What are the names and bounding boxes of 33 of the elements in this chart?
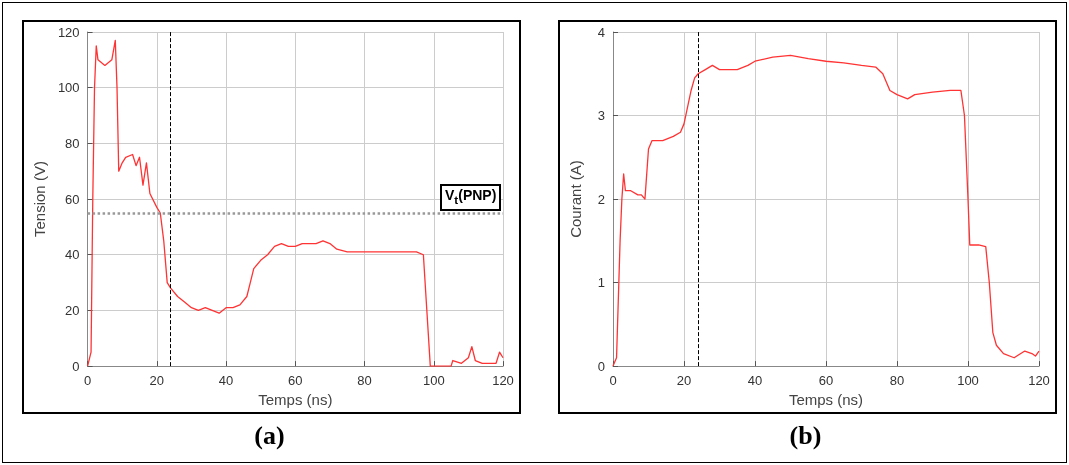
text: (b) [788, 421, 823, 451]
y-axis-title: Courant (A) [567, 160, 584, 238]
y-tick-label: 0 [597, 358, 605, 374]
y-tick-label: 4 [597, 24, 605, 40]
x-tick-label: 20 [149, 373, 165, 389]
y-tick-label: 120 [57, 24, 80, 40]
y-tick-label: 2 [597, 191, 605, 207]
x-tick-label: 0 [609, 373, 617, 389]
y-axis-title: Tension (V) [31, 161, 48, 237]
x-tick-label: 120 [492, 373, 514, 389]
x-tick-label: 40 [747, 373, 763, 389]
x-tick-label: 100 [422, 373, 445, 389]
x-tick-label: 0 [83, 373, 92, 389]
x-tick-label: 60 [288, 373, 303, 389]
x-tick-label: 80 [889, 373, 905, 389]
x-tick-label: 100 [957, 373, 979, 389]
x-tick-label: 60 [818, 373, 834, 389]
x-tick-label: 40 [218, 373, 234, 389]
y-tick-label: 40 [65, 247, 80, 263]
y-tick-label: 0 [72, 358, 80, 374]
y-tick-label: 3 [597, 108, 605, 124]
x-axis-title: Temps (ns) [258, 391, 333, 408]
ref-line-label: V$_{t}$(PNP) [440, 183, 502, 211]
y-tick-label: 60 [65, 191, 80, 207]
y-tick-label: 80 [65, 135, 80, 151]
y-tick-label: 100 [57, 80, 80, 96]
y-tick-label: 20 [65, 302, 80, 318]
text: (a) [253, 421, 286, 451]
x-tick-label: 20 [676, 373, 692, 389]
y-tick-label: 1 [597, 275, 605, 291]
x-tick-label: 120 [1028, 373, 1050, 389]
x-axis-title: Temps (ns) [788, 391, 864, 408]
x-tick-label: 80 [357, 373, 372, 389]
